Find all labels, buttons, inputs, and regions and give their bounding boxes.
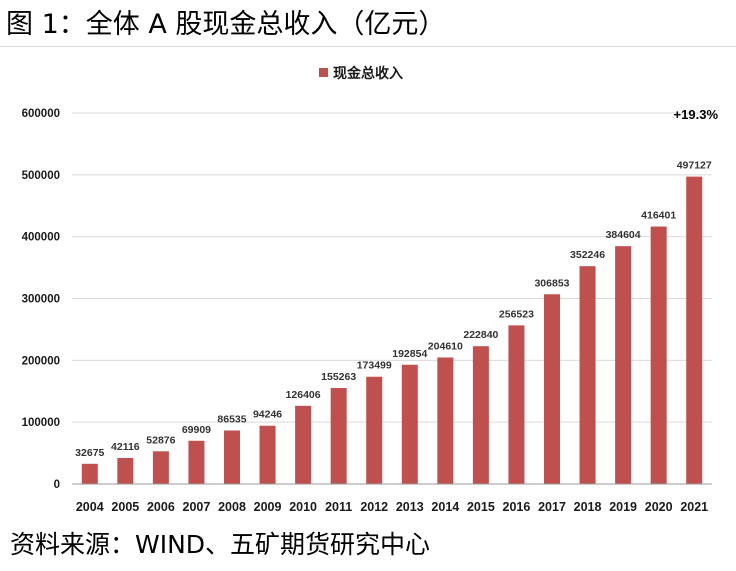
x-tick-label: 2018	[574, 500, 602, 514]
bar-2004	[81, 463, 98, 484]
data-label: 69909	[182, 424, 211, 436]
data-label: 173499	[357, 360, 392, 372]
x-tick-label: 2009	[254, 500, 282, 514]
y-tick-label: 300000	[22, 294, 60, 306]
bar-2018	[579, 266, 596, 484]
y-axis-ticks: 0 100000 200000 300000 400000 500000 600000	[22, 108, 60, 491]
bar-chart: 0 100000 200000 300000 400000 500000 600000 32…	[22, 65, 719, 514]
x-tick-label: 2012	[360, 500, 388, 514]
x-tick-label: 2014	[431, 500, 459, 514]
figure-title: 图 1：全体 A 股现金总收入（亿元）	[6, 9, 446, 40]
y-tick-label: 400000	[22, 232, 60, 244]
bar-2005	[117, 457, 134, 484]
source-note: 资料来源：WIND、五矿期货研究中心	[10, 530, 431, 559]
data-label: 94246	[253, 409, 282, 421]
x-tick-label: 2016	[503, 500, 531, 514]
data-label: 306853	[534, 277, 569, 289]
x-tick-label: 2010	[289, 500, 317, 514]
bar-2020	[650, 226, 667, 484]
data-label: 42116	[111, 441, 140, 453]
x-tick-label: 2008	[218, 500, 246, 514]
growth-annotation: +19.3%	[674, 107, 719, 122]
bar-2006	[152, 451, 169, 484]
data-label: 384604	[606, 229, 641, 241]
grid-lines	[72, 112, 712, 423]
x-tick-label: 2020	[645, 500, 673, 514]
x-tick-label: 2019	[609, 500, 637, 514]
x-tick-label: 2004	[76, 500, 104, 514]
bar-2008	[224, 430, 240, 484]
bars	[81, 176, 703, 484]
y-tick-label: 200000	[22, 355, 60, 367]
data-label: 155263	[321, 371, 356, 383]
bar-2015	[472, 346, 489, 484]
x-tick-label: 2011	[325, 500, 352, 514]
bar-2013	[401, 364, 418, 484]
bar-2014	[437, 357, 454, 484]
bar-2017	[544, 294, 560, 484]
bar-2011	[330, 387, 347, 484]
x-tick-label: 2015	[467, 500, 495, 514]
legend-swatch	[319, 68, 328, 77]
x-tick-label: 2005	[111, 500, 139, 514]
data-label: 52876	[146, 434, 175, 446]
bar-2019	[615, 246, 632, 484]
bar-2007	[188, 440, 205, 484]
x-axis-ticks: 2004 2005 2006 2007 2008 2009 2010 2011 2012 2013…	[76, 500, 708, 514]
data-label: 192854	[392, 348, 427, 360]
data-label: 204610	[428, 340, 463, 352]
y-tick-label: 500000	[22, 170, 60, 182]
x-tick-label: 2017	[538, 500, 566, 514]
x-tick-label: 2021	[680, 500, 708, 514]
x-tick-label: 2007	[183, 500, 211, 514]
data-label: 256523	[499, 308, 534, 320]
title-divider	[0, 46, 736, 47]
data-label: 86535	[217, 413, 246, 425]
bar-2012	[366, 376, 383, 484]
data-labels: 32675 42116 52876 69909 86535 94246 1264061552…	[75, 160, 712, 459]
data-label: 416401	[641, 210, 676, 222]
bar-2010	[295, 405, 312, 484]
data-label: 222840	[463, 329, 498, 341]
bar-2016	[508, 325, 525, 484]
y-tick-label: 0	[54, 479, 60, 491]
data-label: 352246	[570, 249, 605, 261]
legend: 现金总收入	[319, 65, 403, 82]
x-tick-label: 2013	[396, 500, 424, 514]
data-label: 32675	[75, 447, 104, 459]
y-tick-label: 600000	[22, 108, 60, 120]
bar-2021	[686, 176, 703, 484]
legend-label: 现金总收入	[333, 65, 403, 82]
data-label: 126406	[286, 389, 321, 401]
bar-2009	[259, 425, 276, 484]
x-tick-label: 2006	[147, 500, 175, 514]
y-tick-label: 100000	[22, 417, 60, 429]
data-label: 497127	[677, 160, 712, 172]
